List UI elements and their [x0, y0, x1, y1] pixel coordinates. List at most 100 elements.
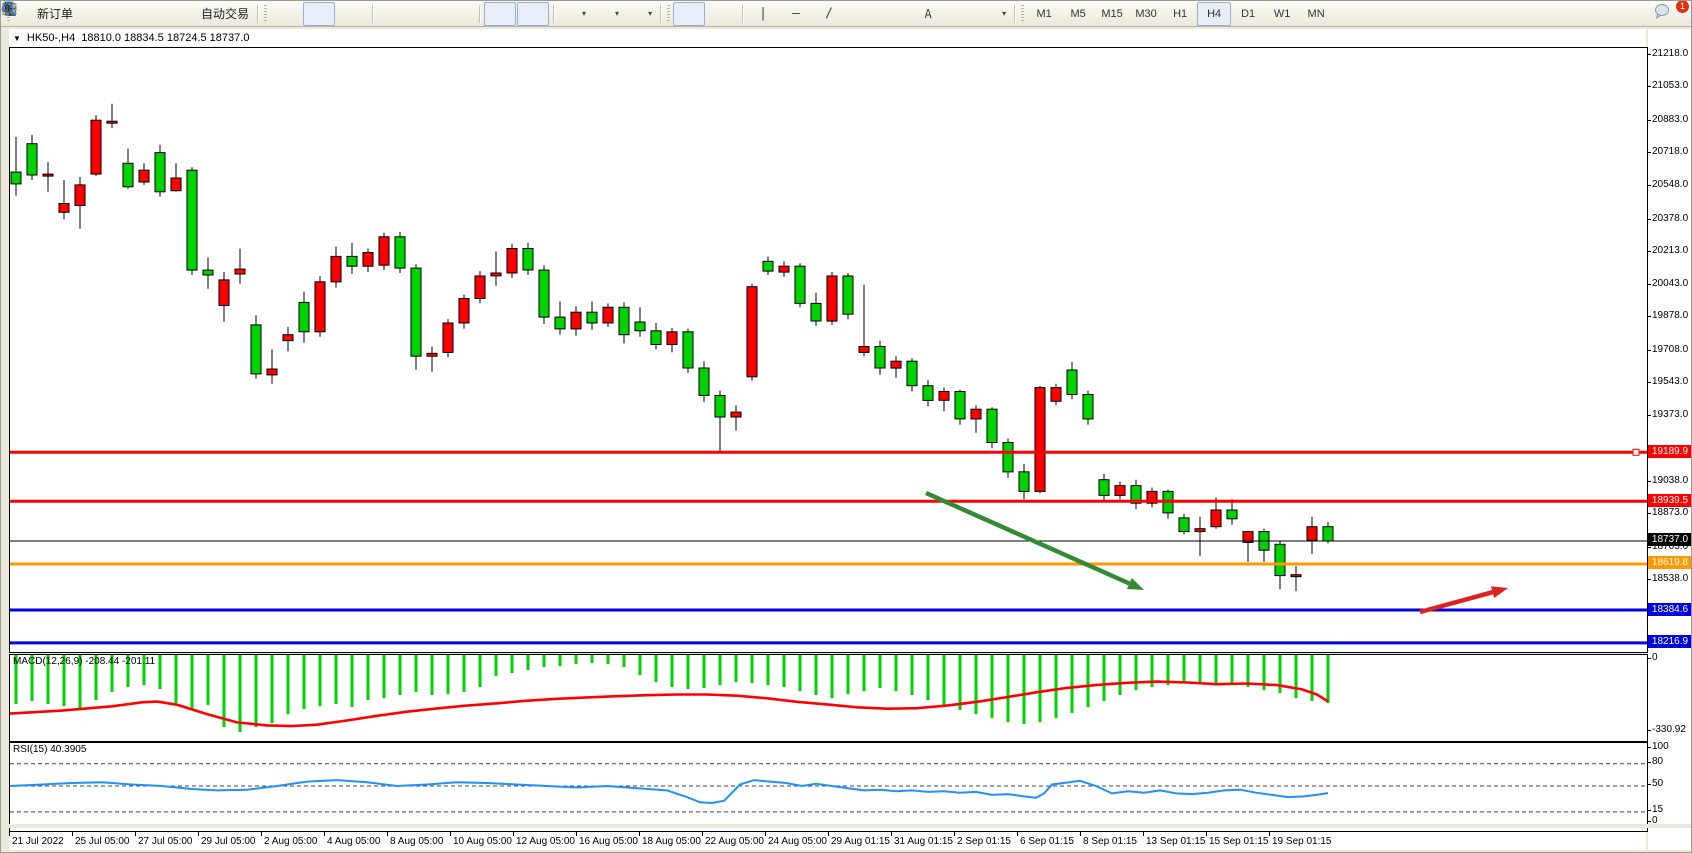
- autotrading-globe-icon: [2, 1, 198, 22]
- candle-body: [858, 346, 870, 353]
- candle-body: [746, 286, 758, 378]
- autotrading-label: 自动交易: [201, 7, 250, 21]
- macd-scale-min: -330.92: [1652, 724, 1686, 735]
- candle-body: [698, 367, 710, 396]
- price-tag-19189.9: 19189.9: [1648, 444, 1691, 458]
- axis-tick-mark: [1648, 250, 1651, 252]
- equidistant-channel-button[interactable]: E: [2, 2, 878, 26]
- rsi-chart[interactable]: [10, 743, 1647, 831]
- text-label-button[interactable]: T: [2, 2, 977, 26]
- candle-body: [602, 306, 614, 324]
- window-bottom-strip: [1, 824, 1691, 828]
- axis-tick-mark: [1648, 54, 1651, 55]
- price-tag-18619.8: 18619.8: [1648, 556, 1691, 570]
- cursor-button[interactable]: [5, 1, 706, 26]
- candle-body: [266, 368, 278, 376]
- axis-tick-mark: [1648, 513, 1651, 515]
- autotrading-button[interactable]: 自动交易: [2, 1, 253, 26]
- indicators-button[interactable]: ▾: [2, 2, 590, 26]
- green-down-arrow-head[interactable]: [1126, 578, 1144, 590]
- auto-scroll-button[interactable]: [3, 1, 517, 26]
- candle-body: [890, 360, 902, 369]
- timeframe-h4-button[interactable]: H4: [1197, 1, 1232, 26]
- periods-button[interactable]: ▾: [2, 2, 623, 26]
- candle-body: [714, 395, 726, 418]
- timeframe-h1-button[interactable]: H1: [1173, 7, 1188, 20]
- candle-body: [1066, 369, 1078, 395]
- price-axis[interactable]: 21218.0 21053.0 20883.0 20718.0 20548.0 20378…: [1648, 29, 1691, 850]
- horizontal-line-button[interactable]: —: [780, 2, 812, 26]
- candle-body: [1306, 526, 1318, 541]
- time-label: 4 Aug 05:00: [327, 836, 381, 847]
- zoom-in-button[interactable]: [2, 2, 409, 26]
- timeframe-m1-button[interactable]: M1: [1036, 7, 1052, 20]
- text-button[interactable]: A: [912, 2, 944, 26]
- signals-button[interactable]: [2, 2, 176, 26]
- time-label: 31 Aug 01:15: [894, 836, 953, 847]
- data-window-button[interactable]: [3, 2, 110, 26]
- candlestick-chart-button[interactable]: [3, 1, 336, 26]
- timeframe-mn-button[interactable]: MN: [1307, 7, 1325, 20]
- tile-windows-button[interactable]: [3, 2, 475, 26]
- candle-body: [842, 275, 854, 315]
- time-label: 19 Sep 01:15: [1272, 836, 1332, 847]
- line-chart-icon: [2, 3, 361, 22]
- vertical-line-button[interactable]: |: [747, 2, 779, 26]
- time-tick-mark: [135, 832, 136, 836]
- timeframe-m5-button[interactable]: M5: [1070, 7, 1086, 20]
- metaeditor-button[interactable]: [1, 2, 143, 26]
- arrows-button[interactable]: ▾: [4, 2, 1010, 26]
- time-label: 29 Aug 01:15: [831, 836, 890, 847]
- candle-body: [154, 152, 166, 193]
- candle-body: [1146, 490, 1158, 504]
- candle-body: [474, 275, 486, 299]
- macd-chart[interactable]: [10, 655, 1647, 741]
- red-up-arrow-head[interactable]: [1490, 586, 1508, 598]
- toolbar-separator: [742, 4, 744, 23]
- templates-button[interactable]: ▾: [2, 2, 656, 26]
- timeframe-w1-button[interactable]: W1: [1273, 7, 1291, 20]
- timeframe-m30-button[interactable]: M30: [1135, 7, 1157, 20]
- one-click-collapse-icon[interactable]: ▼: [13, 33, 21, 43]
- zoom-out-button[interactable]: [2, 2, 442, 26]
- timeframe-d1-button[interactable]: D1: [1241, 7, 1256, 20]
- toolbar-grip[interactable]: [264, 4, 268, 23]
- time-tick-mark: [72, 832, 73, 836]
- time-label: 6 Sep 01:15: [1020, 836, 1074, 847]
- toolbar-separator: [479, 4, 481, 23]
- chart-shift-button[interactable]: [3, 1, 550, 26]
- time-tick-mark: [1269, 832, 1270, 836]
- candle-body: [1002, 442, 1014, 473]
- notifications-button[interactable]: 1: [1653, 1, 1690, 26]
- macd-pane[interactable]: MACD(12,26,9) -208.44 -201.11: [9, 654, 1648, 742]
- price-pane[interactable]: [9, 47, 1648, 653]
- candle-body: [650, 330, 662, 345]
- chat-icon: [1655, 3, 1678, 22]
- fibonacci-button[interactable]: F: [3, 2, 911, 26]
- candle-body: [26, 143, 38, 176]
- new-order-icon: [3, 1, 34, 22]
- red-up-arrow[interactable]: [1419, 590, 1494, 615]
- rsi-label: RSI(15) 40.3905: [13, 744, 87, 755]
- candle-body: [538, 269, 550, 318]
- line-chart-button[interactable]: [2, 2, 368, 26]
- chart-title-bar: ▼ HK50-,H4 18810.0 18834.5 18724.5 18737…: [9, 29, 1646, 47]
- candle-body: [554, 316, 566, 330]
- candle-body: [346, 255, 358, 267]
- bar-chart-button[interactable]: [3, 2, 302, 26]
- candle-body: [74, 184, 86, 206]
- toolbar-separator: [257, 4, 259, 23]
- toolbar-grip[interactable]: [1021, 4, 1025, 23]
- candlestick-chart[interactable]: [10, 48, 1647, 652]
- toolbar-grip[interactable]: [667, 4, 671, 23]
- time-axis[interactable]: 21 Jul 2022 25 Jul 05:00 27 Jul 05:00 29 Ju…: [9, 832, 1646, 850]
- line-selection-handle[interactable]: [1632, 448, 1640, 456]
- green-down-arrow[interactable]: [925, 490, 1131, 586]
- rsi-pane[interactable]: RSI(15) 40.3905: [9, 742, 1648, 832]
- search-button[interactable]: [2, 2, 1647, 26]
- new-order-button[interactable]: 新订单: [3, 1, 77, 26]
- trendline-button[interactable]: ∕: [813, 2, 845, 26]
- crosshair-button[interactable]: [3, 2, 738, 26]
- candle-body: [954, 391, 966, 420]
- timeframe-m15-button[interactable]: M15: [1101, 7, 1123, 20]
